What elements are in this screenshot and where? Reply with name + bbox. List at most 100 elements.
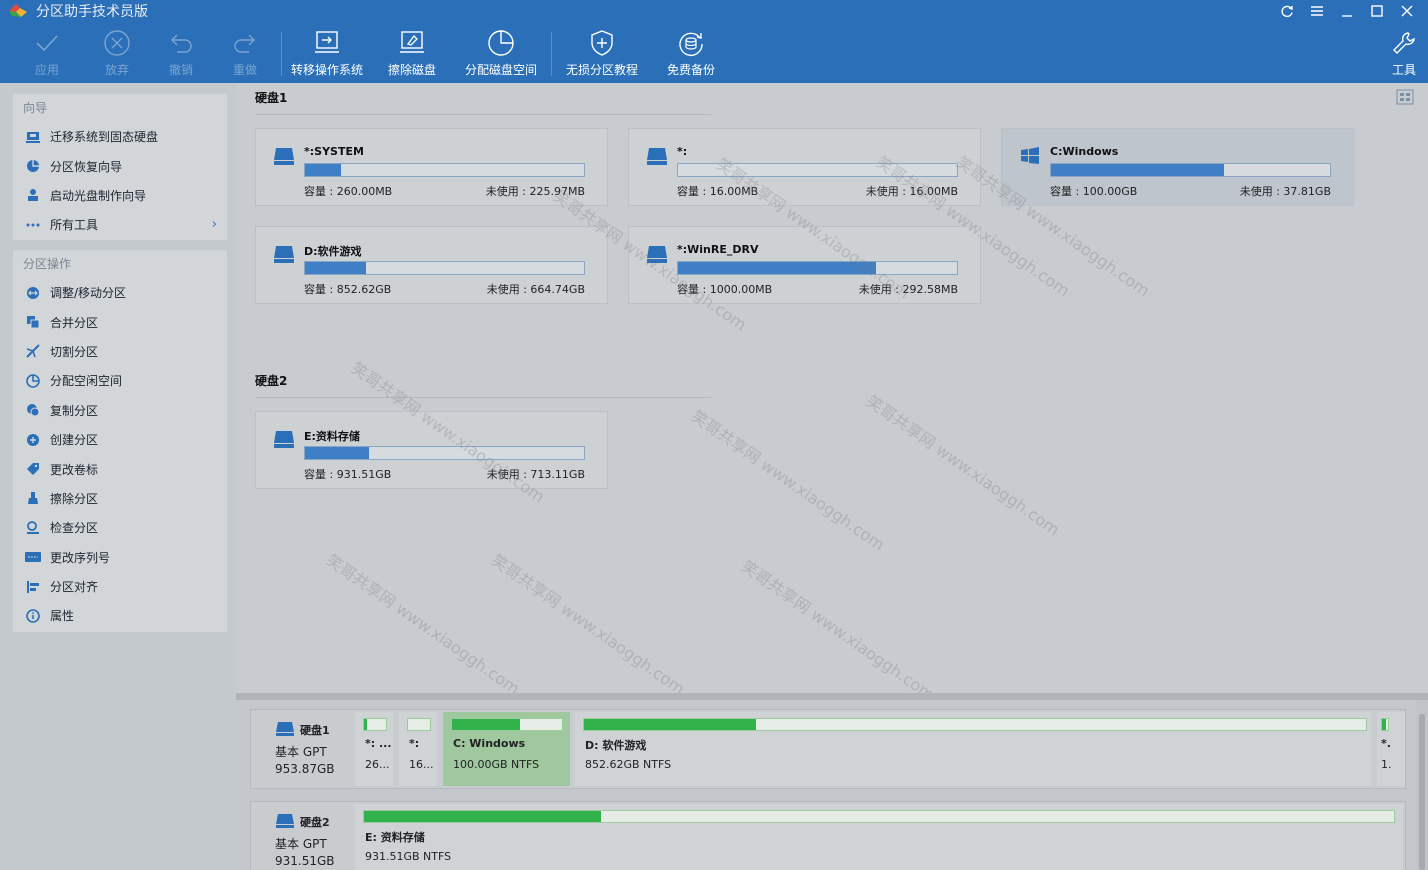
disk-map-scrollbar[interactable] xyxy=(1416,700,1428,870)
undo-icon xyxy=(166,28,196,58)
refresh-icon[interactable] xyxy=(1272,0,1302,22)
resize-icon xyxy=(25,285,41,301)
divider xyxy=(255,114,711,115)
segment-name: D: 软件游戏 xyxy=(585,739,647,752)
wipe-disk-button[interactable]: 擦除磁盘 xyxy=(387,28,437,80)
copy-icon xyxy=(25,402,41,418)
segment-windows[interactable]: C: Windows 100.00GB NTFS xyxy=(443,712,570,786)
partition-card-windows[interactable]: C:Windows 容量 : 100.00GB 未使用 : 37.81GB xyxy=(1001,128,1354,206)
sidebar-item-migrate-ssd[interactable]: 迁移系统到固态硬盘 xyxy=(13,122,227,151)
free-backup-button[interactable]: 免费备份 xyxy=(667,28,715,80)
sidebar-item-all-tools[interactable]: 所有工具 › xyxy=(13,210,227,239)
wipe-icon xyxy=(25,490,41,506)
disk-map-row-disk1[interactable]: 硬盘1 基本 GPT 953.87GB *: ... 26... *: 16..… xyxy=(250,709,1406,789)
segment-name: *: xyxy=(409,737,420,750)
sidebar-item-check[interactable]: 检查分区 xyxy=(13,513,227,542)
redo-button[interactable]: 重做 xyxy=(229,28,261,80)
check-icon xyxy=(32,28,62,58)
segment-fill xyxy=(364,719,367,730)
usage-bar xyxy=(677,163,958,177)
app-title: 分区助手技术员版 xyxy=(36,4,148,20)
segment-info: 100.00GB NTFS xyxy=(453,758,540,771)
close-icon[interactable] xyxy=(1392,0,1422,22)
discard-button[interactable]: 放弃 xyxy=(101,28,133,80)
sidebar-item-align[interactable]: 分区对齐 xyxy=(13,572,227,601)
segment-info: 26... xyxy=(365,758,390,771)
drive-icon xyxy=(276,814,294,828)
sidebar-item-serial[interactable]: 更改序列号 xyxy=(13,543,227,572)
partition-capacity: 容量 : 852.62GB xyxy=(304,283,392,296)
migrate-os-button[interactable]: 转移操作系统 xyxy=(291,28,363,80)
partition-name: E:资料存储 xyxy=(304,430,360,443)
allocate-icon xyxy=(25,373,41,389)
segment-msr[interactable]: *: 16... xyxy=(399,712,437,786)
sidebar-item-copy[interactable]: 复制分区 xyxy=(13,396,227,425)
drive-icon xyxy=(274,148,294,165)
sidebar-item-allocate[interactable]: 分配空闲空间 xyxy=(13,366,227,395)
usage-bar xyxy=(304,261,585,275)
toolbar-separator xyxy=(281,32,282,76)
tools-button[interactable]: 工具 xyxy=(1390,28,1418,80)
panel-splitter[interactable] xyxy=(236,693,1428,700)
toolbar: 应用 放弃 撤销 重做 转移操作系统 擦除磁盘 分配磁盘空间 xyxy=(0,24,1428,82)
usage-fill xyxy=(305,164,342,176)
wizard-panel: 向导 迁移系统到固态硬盘 分区恢复向导 启动光盘制作向导 所有工具 › xyxy=(13,94,227,240)
recover-icon xyxy=(25,158,41,174)
minimize-icon[interactable] xyxy=(1332,0,1362,22)
segment-winre[interactable]: *. 1. xyxy=(1377,712,1405,786)
partition-card-software[interactable]: D:软件游戏 容量 : 852.62GB 未使用 : 664.74GB xyxy=(255,226,608,304)
wizard-title: 向导 xyxy=(23,101,48,115)
undo-button[interactable]: 撤销 xyxy=(165,28,197,80)
lossless-tutorial-button[interactable]: 无损分区教程 xyxy=(566,28,638,80)
create-icon xyxy=(25,432,41,448)
partition-card-system[interactable]: *:SYSTEM 容量 : 260.00MB 未使用 : 225.97MB xyxy=(255,128,608,206)
split-icon xyxy=(25,343,41,359)
divider xyxy=(255,397,711,398)
shield-icon xyxy=(587,28,617,58)
scrollbar-thumb[interactable] xyxy=(1419,714,1425,870)
partition-card-winre[interactable]: *:WinRE_DRV 容量 : 1000.00MB 未使用 : 292.58M… xyxy=(628,226,981,304)
partition-name: C:Windows xyxy=(1050,145,1119,158)
partition-capacity: 容量 : 100.00GB xyxy=(1050,185,1138,198)
sidebar-item-resize[interactable]: 调整/移动分区 xyxy=(13,278,227,307)
more-icon xyxy=(25,217,41,233)
allocate-space-button[interactable]: 分配磁盘空间 xyxy=(465,28,537,80)
view-toggle-icon[interactable] xyxy=(1396,89,1414,105)
disk-info: 硬盘2 基本 GPT 931.51GB xyxy=(251,802,355,870)
segment-system[interactable]: *: ... 26... xyxy=(355,712,393,786)
sidebar-item-properties[interactable]: 属性 xyxy=(13,601,227,630)
sidebar-item-split[interactable]: 切割分区 xyxy=(13,337,227,366)
migrate-icon xyxy=(25,129,41,145)
sidebar-item-bootdisk[interactable]: 启动光盘制作向导 xyxy=(13,181,227,210)
partition-card-msr[interactable]: *: 容量 : 16.00MB 未使用 : 16.00MB xyxy=(628,128,981,206)
segment-software[interactable]: D: 软件游戏 852.62GB NTFS xyxy=(575,712,1371,786)
discard-icon xyxy=(102,28,132,58)
backup-icon xyxy=(676,28,706,58)
segment-info: 1. xyxy=(1381,758,1392,771)
partition-name: *:WinRE_DRV xyxy=(677,243,759,256)
disk1-heading: 硬盘1 xyxy=(255,91,288,105)
disk-info: 硬盘1 基本 GPT 953.87GB xyxy=(251,710,355,788)
sidebar-item-wipe[interactable]: 擦除分区 xyxy=(13,484,227,513)
partition-capacity: 容量 : 16.00MB xyxy=(677,185,759,198)
maximize-icon[interactable] xyxy=(1362,0,1392,22)
sidebar-item-create[interactable]: 创建分区 xyxy=(13,425,227,454)
sidebar-item-merge[interactable]: 合并分区 xyxy=(13,307,227,336)
segment-fill xyxy=(584,719,757,730)
partition-ops-panel: 分区操作 调整/移动分区 合并分区 切割分区 分配空闲空间 复制分区 创建分区 … xyxy=(13,250,227,632)
usage-fill xyxy=(678,262,877,274)
partition-view: 硬盘1 *:SYSTEM 容量 : 260.00MB 未使用 : 225.97M… xyxy=(236,83,1428,704)
menu-icon[interactable] xyxy=(1302,0,1332,22)
sidebar-item-partition-recovery[interactable]: 分区恢复向导 xyxy=(13,151,227,180)
partition-free: 未使用 : 16.00MB xyxy=(865,185,958,198)
segment-data[interactable]: E: 资料存储 931.51GB NTFS xyxy=(355,804,1403,870)
drive-icon xyxy=(274,246,294,263)
sidebar-item-label[interactable]: 更改卷标 xyxy=(13,454,227,483)
partition-card-data[interactable]: E:资料存储 容量 : 931.51GB 未使用 : 713.11GB xyxy=(255,411,608,489)
disk-map-row-disk2[interactable]: 硬盘2 基本 GPT 931.51GB E: 资料存储 931.51GB NTF… xyxy=(250,801,1406,870)
segment-name: E: 资料存储 xyxy=(365,831,425,844)
usage-fill xyxy=(305,447,370,459)
apply-button[interactable]: 应用 xyxy=(31,28,63,80)
disk-type: 基本 GPT xyxy=(275,837,327,851)
top-bar: 分区助手技术员版 应用 放弃 xyxy=(0,0,1428,83)
